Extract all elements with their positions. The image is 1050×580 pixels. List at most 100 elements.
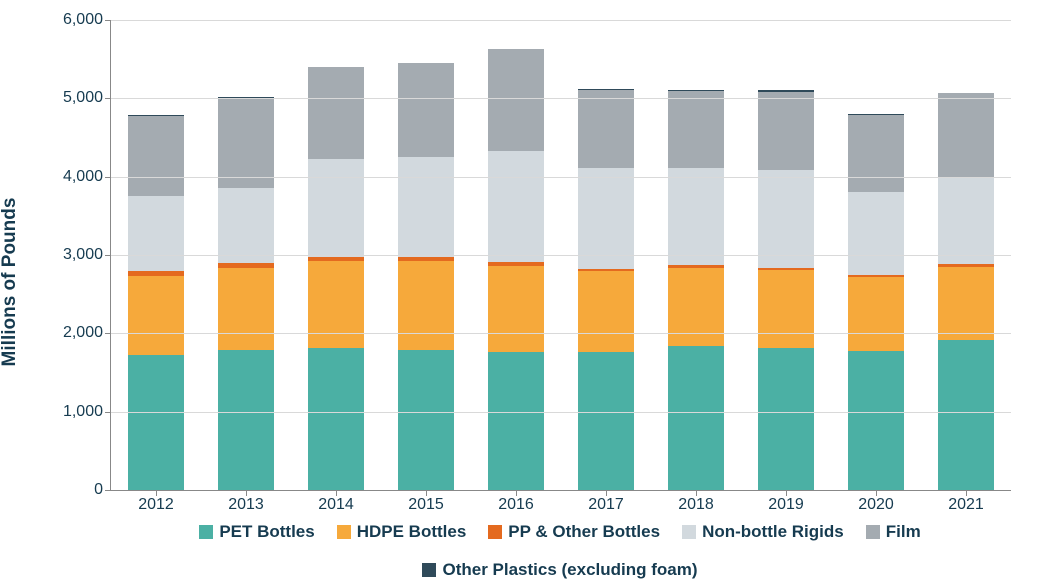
segment-pet — [218, 350, 274, 490]
y-tick-label: 1,000 — [63, 403, 103, 421]
segment-hdpe — [578, 271, 634, 352]
segment-film — [398, 63, 454, 157]
segment-pet — [128, 355, 184, 490]
legend-label: Film — [886, 522, 921, 542]
x-tick-label: 2014 — [318, 496, 354, 514]
segment-film — [758, 92, 814, 170]
segment-pet — [938, 340, 994, 490]
y-axis-title: Millions of Pounds — [0, 197, 21, 366]
segment-hdpe — [128, 276, 184, 355]
gridline — [111, 412, 1011, 413]
x-tick-label: 2015 — [408, 496, 444, 514]
y-tick-label: 5,000 — [63, 89, 103, 107]
segment-pet — [488, 352, 544, 490]
legend-item-hdpe: HDPE Bottles — [337, 522, 467, 542]
segment-hdpe — [398, 261, 454, 350]
segment-pet — [848, 351, 904, 490]
segment-film — [578, 90, 634, 168]
legend-swatch — [337, 525, 351, 539]
legend-item-other: Other Plastics (excluding foam) — [422, 560, 697, 580]
segment-film — [308, 67, 364, 159]
segment-nbr — [668, 168, 724, 265]
y-tick-mark — [105, 255, 111, 256]
segment-hdpe — [308, 261, 364, 349]
segment-nbr — [128, 196, 184, 271]
legend-item-film: Film — [866, 522, 921, 542]
y-tick-mark — [105, 333, 111, 334]
x-tick-label: 2013 — [228, 496, 264, 514]
y-tick-label: 6,000 — [63, 11, 103, 29]
gridline — [111, 177, 1011, 178]
legend-item-nbr: Non-bottle Rigids — [682, 522, 844, 542]
segment-pet — [398, 350, 454, 490]
segment-film — [668, 91, 724, 169]
y-tick-label: 0 — [94, 481, 103, 499]
legend-item-ppoth: PP & Other Bottles — [488, 522, 660, 542]
legend-label: HDPE Bottles — [357, 522, 467, 542]
gridline — [111, 333, 1011, 334]
x-tick-label: 2018 — [678, 496, 714, 514]
segment-pet — [668, 346, 724, 490]
y-tick-mark — [105, 98, 111, 99]
segment-nbr — [398, 157, 454, 257]
stacked-bar — [578, 89, 634, 490]
segment-nbr — [938, 177, 994, 264]
x-tick-label: 2012 — [138, 496, 174, 514]
stacked-bar — [668, 90, 724, 490]
gridline — [111, 98, 1011, 99]
legend-label: Non-bottle Rigids — [702, 522, 844, 542]
segment-nbr — [308, 159, 364, 256]
stacked-bar — [488, 49, 544, 490]
segment-film — [218, 98, 274, 188]
segment-nbr — [488, 151, 544, 262]
legend-item-pet: PET Bottles — [199, 522, 314, 542]
stacked-bar — [128, 115, 184, 490]
legend-swatch — [199, 525, 213, 539]
segment-hdpe — [488, 266, 544, 352]
legend-swatch — [422, 563, 436, 577]
y-tick-label: 2,000 — [63, 324, 103, 342]
legend: PET Bottles HDPE Bottles PP & Other Bottle… — [110, 522, 1010, 580]
stacked-bar — [308, 67, 364, 490]
x-tick-label: 2019 — [768, 496, 804, 514]
legend-swatch — [682, 525, 696, 539]
y-tick-mark — [105, 177, 111, 178]
plot-area: 2012201320142015201620172018201920202021… — [110, 20, 1011, 491]
stacked-bar — [848, 114, 904, 490]
legend-swatch — [866, 525, 880, 539]
legend-swatch — [488, 525, 502, 539]
segment-hdpe — [848, 277, 904, 351]
legend-label: Other Plastics (excluding foam) — [442, 560, 697, 580]
segment-pet — [308, 348, 364, 490]
segment-nbr — [848, 192, 904, 274]
stacked-bar — [758, 90, 814, 490]
x-tick-label: 2021 — [948, 496, 984, 514]
gridline — [111, 255, 1011, 256]
y-tick-mark — [105, 20, 111, 21]
segment-hdpe — [938, 267, 994, 340]
segment-hdpe — [758, 270, 814, 348]
x-tick-label: 2020 — [858, 496, 894, 514]
y-tick-label: 3,000 — [63, 246, 103, 264]
x-tick-label: 2017 — [588, 496, 624, 514]
y-tick-mark — [105, 490, 111, 491]
y-tick-mark — [105, 412, 111, 413]
segment-pet — [578, 352, 634, 490]
segment-nbr — [218, 188, 274, 263]
legend-label: PET Bottles — [219, 522, 314, 542]
segment-nbr — [758, 170, 814, 268]
stacked-bar — [218, 97, 274, 490]
x-tick-label: 2016 — [498, 496, 534, 514]
stacked-bar — [398, 63, 454, 490]
segment-film — [848, 115, 904, 193]
segment-hdpe — [218, 268, 274, 349]
segment-pet — [758, 348, 814, 490]
segment-film — [488, 49, 544, 151]
segment-film — [128, 116, 184, 196]
segment-nbr — [578, 168, 634, 269]
segment-film — [938, 93, 994, 178]
y-tick-label: 4,000 — [63, 168, 103, 186]
chart-container: Millions of Pounds 201220132014201520162… — [0, 0, 1050, 563]
legend-label: PP & Other Bottles — [508, 522, 660, 542]
gridline — [111, 20, 1011, 21]
